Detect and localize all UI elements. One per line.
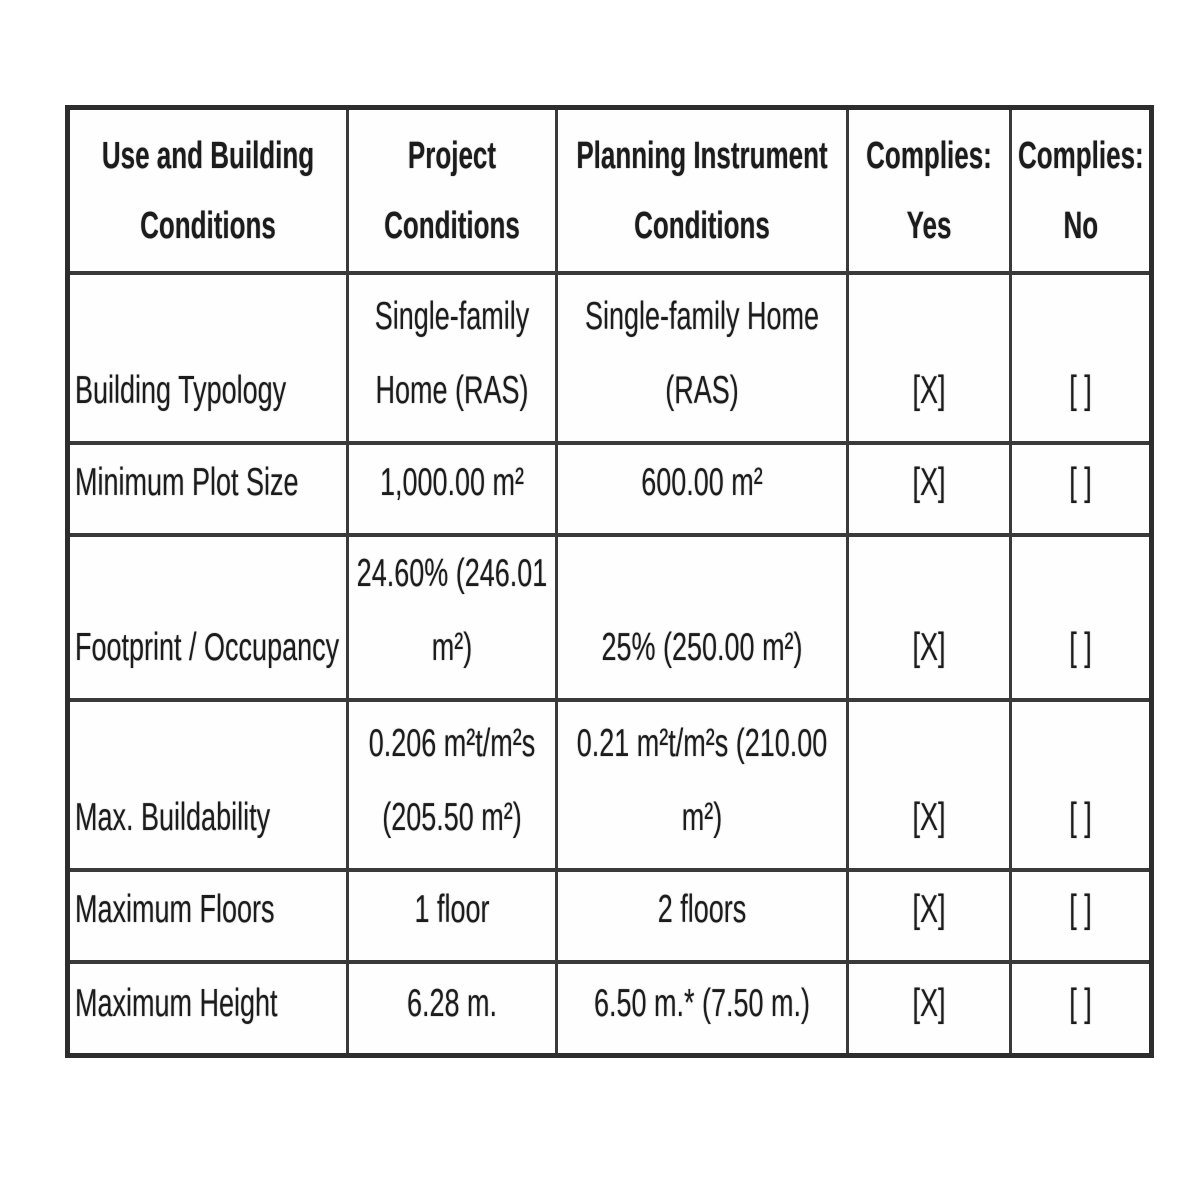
planning-instrument-cell: 25% (250.00 m²) bbox=[555, 532, 849, 702]
complies-yes-mark: [X] bbox=[912, 795, 946, 840]
complies-no-cell: [ ] bbox=[1009, 270, 1153, 445]
complies-no-cell: [ ] bbox=[1009, 532, 1153, 702]
complies-no-mark: [ ] bbox=[1069, 368, 1092, 413]
complies-no-cell: [ ] bbox=[1009, 440, 1153, 537]
row-label-text: Maximum Floors bbox=[75, 887, 275, 932]
row-label-text: Max. Buildability bbox=[75, 795, 271, 840]
table-row-max-buildability: Max. Buildability 0.206 m²t/m²s (205.50 … bbox=[66, 697, 1153, 872]
complies-yes-cell: [X] bbox=[846, 440, 1012, 537]
planning-instrument-cell: 6.50 m.* (7.50 m.) bbox=[555, 959, 849, 1058]
table-row-maximum-floors: Maximum Floors 1 floor 2 floors [X] [ ] bbox=[66, 867, 1153, 964]
row-label-text: Building Typology bbox=[75, 368, 287, 413]
planning-instrument-cell: Single-family Home (RAS) bbox=[555, 270, 849, 445]
project-conditions-cell: Single-family Home (RAS) bbox=[346, 270, 558, 445]
row-label: Max. Buildability bbox=[66, 697, 349, 872]
header-text: Complies: Yes bbox=[866, 133, 992, 247]
complies-no-cell: [ ] bbox=[1009, 867, 1153, 964]
table-row-minimum-plot-size: Minimum Plot Size 1,000.00 m² 600.00 m² … bbox=[66, 440, 1153, 537]
complies-yes-cell: [X] bbox=[846, 867, 1012, 964]
compliance-table: Use and Building Conditions Project Cond… bbox=[65, 105, 1154, 1058]
project-conditions-cell: 24.60% (246.01 m²) bbox=[346, 532, 558, 702]
complies-yes-mark: [X] bbox=[912, 460, 946, 505]
header-text: Planning Instrument Conditions bbox=[576, 133, 828, 247]
header-project-conditions: Project Conditions bbox=[346, 105, 558, 275]
complies-yes-cell: [X] bbox=[846, 532, 1012, 702]
header-complies-no: Complies: No bbox=[1009, 105, 1153, 275]
table-row-building-typology: Building Typology Single-family Home (RA… bbox=[66, 270, 1153, 445]
table-row-maximum-height: Maximum Height 6.28 m. 6.50 m.* (7.50 m.… bbox=[66, 959, 1153, 1058]
planning-value: Single-family Home (RAS) bbox=[584, 294, 820, 413]
complies-no-mark: [ ] bbox=[1069, 887, 1092, 932]
complies-no-mark: [ ] bbox=[1069, 795, 1092, 840]
row-label: Footprint / Occupancy bbox=[66, 532, 349, 702]
complies-yes-cell: [X] bbox=[846, 697, 1012, 872]
row-label-text: Footprint / Occupancy bbox=[75, 625, 340, 670]
header-use-building-conditions: Use and Building Conditions bbox=[66, 105, 349, 275]
complies-no-cell: [ ] bbox=[1009, 959, 1153, 1058]
project-conditions-cell: 1,000.00 m² bbox=[346, 440, 558, 537]
planning-value: 25% (250.00 m²) bbox=[601, 625, 803, 670]
complies-no-mark: [ ] bbox=[1069, 460, 1092, 505]
planning-value: 2 floors bbox=[657, 887, 747, 932]
project-value: 24.60% (246.01 m²) bbox=[356, 551, 548, 670]
table-row-footprint-occupancy: Footprint / Occupancy 24.60% (246.01 m²)… bbox=[66, 532, 1153, 702]
complies-yes-mark: [X] bbox=[912, 625, 946, 670]
complies-no-cell: [ ] bbox=[1009, 697, 1153, 872]
row-label-text: Maximum Height bbox=[75, 981, 278, 1025]
row-label-text: Minimum Plot Size bbox=[75, 460, 299, 505]
project-value: 1,000.00 m² bbox=[379, 460, 525, 505]
complies-no-mark: [ ] bbox=[1069, 981, 1092, 1025]
planning-value: 0.21 m²t/m²s (210.00 m²) bbox=[576, 721, 828, 840]
project-value: 6.28 m. bbox=[406, 981, 498, 1025]
project-conditions-cell: 6.28 m. bbox=[346, 959, 558, 1058]
complies-yes-mark: [X] bbox=[912, 368, 946, 413]
project-value: 0.206 m²t/m²s (205.50 m²) bbox=[368, 721, 536, 840]
complies-yes-cell: [X] bbox=[846, 270, 1012, 445]
row-label: Maximum Height bbox=[66, 959, 349, 1058]
project-value: Single-family Home (RAS) bbox=[374, 294, 530, 413]
planning-instrument-cell: 0.21 m²t/m²s (210.00 m²) bbox=[555, 697, 849, 872]
header-text: Use and Building Conditions bbox=[101, 133, 315, 247]
header-text: Complies: No bbox=[1018, 133, 1144, 247]
project-value: 1 floor bbox=[414, 887, 490, 932]
project-conditions-cell: 1 floor bbox=[346, 867, 558, 964]
project-conditions-cell: 0.206 m²t/m²s (205.50 m²) bbox=[346, 697, 558, 872]
header-planning-instrument-conditions: Planning Instrument Conditions bbox=[555, 105, 849, 275]
planning-instrument-cell: 2 floors bbox=[555, 867, 849, 964]
planning-instrument-cell: 600.00 m² bbox=[555, 440, 849, 537]
header-complies-yes: Complies: Yes bbox=[846, 105, 1012, 275]
complies-yes-mark: [X] bbox=[912, 887, 946, 932]
row-label: Maximum Floors bbox=[66, 867, 349, 964]
header-text: Project Conditions bbox=[384, 133, 520, 247]
complies-yes-mark: [X] bbox=[912, 981, 946, 1025]
planning-value: 600.00 m² bbox=[641, 460, 763, 505]
row-label: Minimum Plot Size bbox=[66, 440, 349, 537]
complies-no-mark: [ ] bbox=[1069, 625, 1092, 670]
header-row: Use and Building Conditions Project Cond… bbox=[66, 105, 1153, 275]
row-label: Building Typology bbox=[66, 270, 349, 445]
planning-value: 6.50 m.* (7.50 m.) bbox=[593, 981, 811, 1025]
complies-yes-cell: [X] bbox=[846, 959, 1012, 1058]
